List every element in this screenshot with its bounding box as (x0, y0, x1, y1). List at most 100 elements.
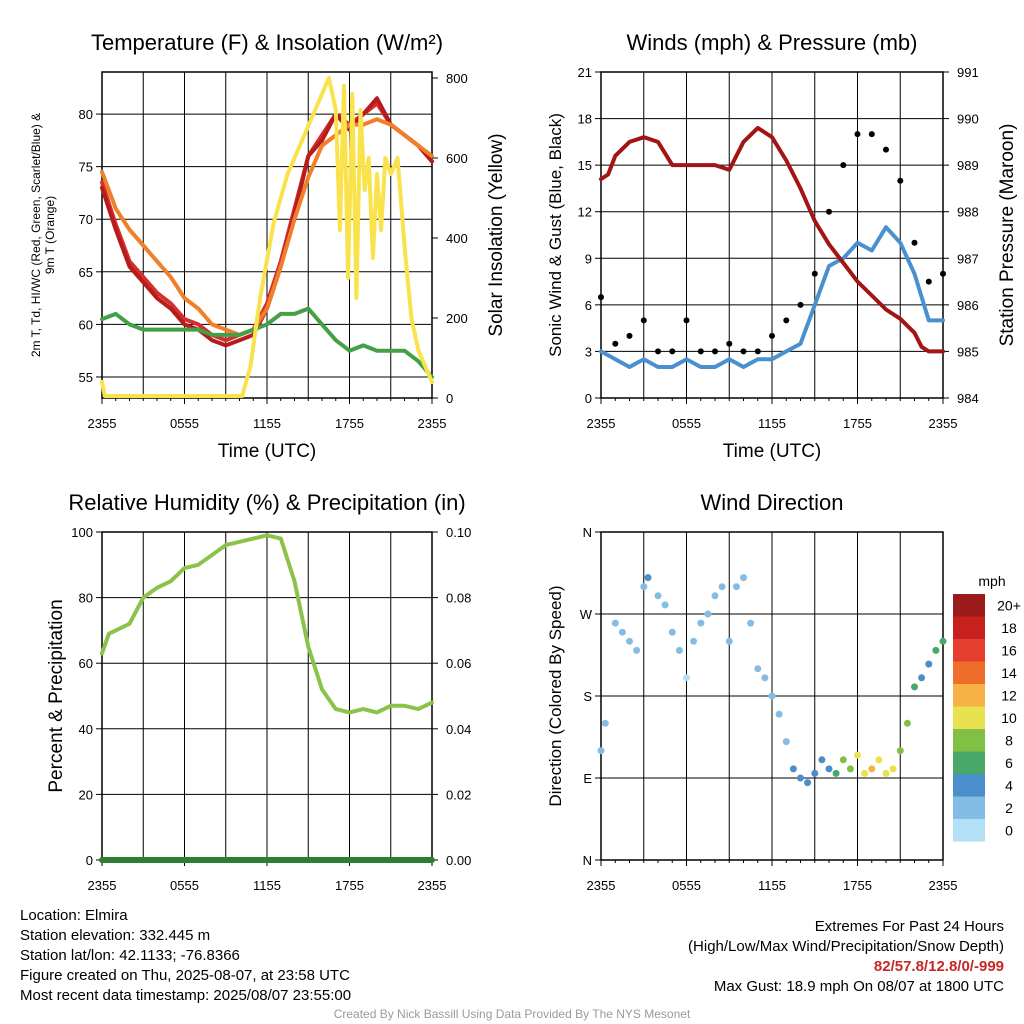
colorbar-swatch (953, 819, 985, 842)
direction-point (644, 574, 652, 582)
gust-point (655, 348, 661, 355)
x-tick-label: 1155 (253, 878, 281, 893)
y-axis-label: Direction (Colored By Speed) (546, 585, 565, 806)
direction-point (782, 738, 790, 746)
y-right-tick-label: 0 (446, 391, 453, 406)
station-elevation: Station elevation: 332.445 m (20, 927, 211, 944)
direction-point (804, 779, 812, 787)
extremes-title: Extremes For Past 24 Hours (814, 918, 1004, 935)
x-tick-label: 2355 (88, 416, 117, 431)
direction-point (690, 637, 698, 645)
gust-point (669, 348, 676, 355)
y-right-tick-label: 991 (957, 65, 979, 80)
direction-point (789, 765, 797, 773)
y-tick-label: S (583, 689, 592, 704)
colorbar-swatch (953, 639, 985, 662)
y-tick-label: 55 (79, 370, 93, 385)
colorbar-swatch (953, 751, 985, 774)
series-sonic-wind (599, 225, 945, 369)
x-tick-label: 1755 (843, 416, 872, 431)
gust-point (754, 348, 761, 355)
x-tick-label: 0555 (672, 878, 701, 893)
x-tick-label: 0555 (672, 416, 701, 431)
y-right-tick-label: 984 (957, 391, 979, 406)
series-group (100, 76, 434, 398)
chart-title: Temperature (F) & Insolation (W/m²) (91, 30, 443, 55)
direction-point (761, 674, 769, 682)
gust-point (769, 332, 775, 339)
y-tick-label: 40 (79, 722, 93, 737)
y-tick-label: 6 (585, 298, 592, 313)
gust-point (811, 270, 818, 277)
series-td (100, 306, 434, 379)
y-tick-label: N (583, 525, 592, 540)
direction-point (825, 765, 833, 773)
y-tick-label: 60 (79, 656, 93, 671)
recent-timestamp: Most recent data timestamp: 2025/08/07 2… (20, 987, 352, 1004)
chart-title: Winds (mph) & Pressure (mb) (627, 30, 918, 55)
direction-point (868, 765, 876, 773)
y-right-tick-label: 988 (957, 205, 979, 220)
x-tick-label: 2355 (587, 878, 616, 893)
extremes-values: 82/57.8/12.8/0/-999 (873, 958, 1004, 975)
x-tick-label: 0555 (170, 416, 199, 431)
y-right-tick-label: 987 (957, 251, 979, 266)
direction-point (839, 756, 847, 764)
x-tick-label: 1755 (335, 878, 364, 893)
y-right-tick-label: 600 (446, 151, 468, 166)
colorbar-swatch (953, 729, 985, 752)
direction-point (918, 674, 926, 682)
colorbar-label: 0 (1005, 822, 1013, 838)
y-tick-label: E (583, 771, 592, 786)
colorbar-title: mph (978, 573, 1005, 589)
colorbar-label: 2 (1005, 800, 1013, 816)
x-tick-label: 2355 (929, 416, 958, 431)
direction-point (683, 674, 690, 682)
wind-direction-points (597, 574, 947, 787)
y-right-tick-label: 0.00 (446, 853, 471, 868)
figure-created: Figure created on Thu, 2025-08-07, at 23… (20, 967, 350, 984)
direction-point (732, 583, 740, 591)
direction-point (932, 646, 940, 654)
y-tick-label: 100 (71, 525, 93, 540)
y-axis-label: 2m T, Td, HI/WC (Red, Green, Scarlet/Blu… (29, 113, 43, 357)
x-tick-label: 2355 (587, 416, 616, 431)
y-right-tick-label: 800 (446, 71, 468, 86)
direction-point (903, 719, 911, 727)
gust-point (598, 294, 604, 301)
y-axis-label: Percent & Precipitation (46, 599, 67, 792)
y-axis-label: Sonic Wind & Gust (Blue, Black) (546, 113, 565, 357)
x-tick-label: 2355 (88, 878, 117, 893)
direction-point (675, 646, 683, 654)
x-axis-label: Time (UTC) (218, 441, 317, 462)
x-axis-label: Time (UTC) (723, 441, 822, 462)
colorbar-label: 14 (1001, 665, 1017, 681)
chart-panel-3: 0 20 40 60 80 100 0.00 0.02 0.04 0.06 0.08 0.10 2355… (46, 490, 471, 893)
speed-colorbar: mph 20+ 18 16 14 12 10 8 6 4 2 0 (953, 573, 1021, 842)
y-right-tick-label: 400 (446, 231, 468, 246)
y-tick-label: 0 (585, 391, 592, 406)
series-group (99, 533, 435, 863)
colorbar-swatch (953, 706, 985, 729)
direction-point (597, 747, 605, 755)
colorbar-swatch (953, 796, 985, 819)
gust-point (897, 177, 904, 184)
x-tick-label: 1155 (253, 416, 281, 431)
direction-point (775, 710, 783, 718)
x-tick-label: 1155 (758, 878, 786, 893)
y-tick-label: N (583, 853, 592, 868)
gust-point (854, 131, 861, 138)
gust-point (712, 348, 718, 355)
gust-point (726, 340, 733, 347)
y-tick-label: 3 (585, 344, 592, 359)
direction-point (882, 769, 890, 777)
y-tick-label: 60 (79, 317, 93, 332)
colorbar-label: 4 (1005, 777, 1013, 793)
y-tick-label: 70 (79, 212, 93, 227)
colorbar-label: 6 (1005, 755, 1013, 771)
direction-point (601, 719, 609, 727)
series-solar-insolation (100, 76, 434, 398)
extremes-subtitle: (High/Low/Max Wind/Precipitation/Snow De… (688, 938, 1004, 955)
direction-point (611, 619, 619, 627)
